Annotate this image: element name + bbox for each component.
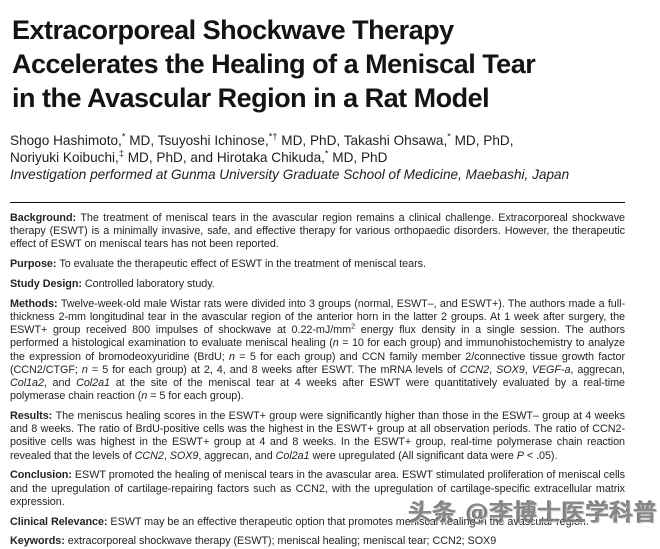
text-run: Controlled laboratory study. [84, 278, 215, 290]
paper-title-line: Accelerates the Healing of a Meniscal Te… [12, 49, 536, 79]
text-run: * [447, 131, 451, 142]
text-run: < .05). [523, 449, 558, 462]
text-run: , [163, 449, 170, 462]
section-study-design: Study Design: Controlled laboratory stud… [10, 278, 625, 291]
text-run: * [121, 131, 126, 142]
text-run: P [516, 449, 524, 462]
text-run: n [81, 363, 88, 376]
text-run: ‡ [118, 148, 124, 159]
text-run: = 5 for each group). [147, 390, 244, 403]
text-run: = 5 for each group) and CCN family membe… [10, 350, 625, 376]
text-run: MD, PhD, and Hirotaka Chikuda, [123, 150, 325, 165]
section-purpose: Purpose: To evaluate the therapeutic eff… [10, 258, 625, 271]
text-run: at the site of the meniscal tear at 4 we… [10, 377, 625, 403]
text-run: were upregulated (All significant data w… [309, 449, 517, 462]
paper-title: Extracorporeal Shockwave Therapy Acceler… [12, 13, 656, 115]
text-run: extracorporeal shockwave therapy (ESWT);… [67, 535, 497, 548]
text-run: SOX9 [169, 449, 199, 462]
text-run: VEGF-a [531, 363, 571, 376]
text-run: MD, PhD [328, 150, 388, 165]
text-run: Results: [10, 410, 56, 423]
text-run: Conclusion: [10, 469, 75, 482]
text-run: Methods: [10, 297, 61, 310]
text-run: To evaluate the therapeutic effect of ES… [59, 258, 426, 271]
paper-title-line: in the Avascular Region in a Rat Model [12, 83, 490, 113]
text-run: = 10 for each group) and immunohistochem… [10, 337, 625, 363]
section-results: Results: The meniscus healing scores in … [10, 410, 625, 463]
text-run: Study Design: [10, 278, 85, 290]
text-run: , and [43, 377, 77, 390]
text-run: The treatment of meniscal tears in the a… [10, 212, 626, 251]
text-run: n [228, 350, 235, 363]
text-run: ESWT may be an effective therapeutic opt… [110, 515, 589, 528]
watermark: 头条 @李博士医学科普 [408, 500, 658, 526]
text-run: CCN2 [459, 363, 490, 376]
text-run: energy flux density in a single session.… [10, 324, 625, 350]
text-run: Background: [10, 212, 81, 224]
section-conclusion: Conclusion: ESWT promoted the healing of… [10, 469, 625, 509]
text-run: SOX9 [496, 363, 525, 376]
text-run: CCN2 [134, 449, 164, 462]
divider [10, 202, 625, 203]
text-run: ESWT promoted the healing of meniscal te… [10, 469, 625, 508]
text-run: Col2a1 [275, 449, 310, 462]
text-run: n [332, 337, 339, 350]
text-run: , aggrecan, and [198, 449, 276, 462]
text-run: *† [268, 131, 278, 142]
text-run: The meniscus healing scores in the ESWT+… [10, 410, 625, 462]
text-run: Purpose: [10, 258, 60, 271]
author-block: Shogo Hashimoto,* MD, Tsuyoshi Ichinose,… [10, 132, 625, 166]
text-run: , [524, 363, 532, 376]
text-run: * [324, 148, 329, 159]
text-run: Noriyuki Koibuchi, [10, 150, 119, 165]
text-run: MD, PhD, Takashi Ohsawa, [277, 133, 448, 148]
text-run: Col1a2 [10, 377, 44, 390]
text-run: MD, Tsuyoshi Ichinose, [125, 133, 269, 148]
text-run: 2 [351, 321, 356, 331]
text-run: Clinical Relevance: [10, 515, 111, 528]
text-run: Keywords: [10, 535, 68, 548]
section-background: Background: The treatment of meniscal te… [10, 212, 625, 252]
text-run: MD, PhD, [450, 133, 514, 148]
text-run: n [141, 390, 148, 403]
text-run: = 5 for each group) at 2, 4, and 8 weeks… [87, 363, 460, 376]
paper-title-line: Extracorporeal Shockwave Therapy [12, 15, 454, 45]
text-run: , aggrecan, [570, 363, 625, 376]
affiliation: Investigation performed at Gunma Univers… [10, 167, 570, 182]
section-keywords: Keywords: extracorporeal shockwave thera… [10, 535, 625, 548]
author-line: Shogo Hashimoto,* MD, Tsuyoshi Ichinose,… [10, 132, 625, 149]
section-methods: Methods: Twelve-week-old male Wistar rat… [10, 298, 625, 404]
text-run: , [489, 363, 497, 376]
text-run: Shogo Hashimoto, [10, 133, 122, 148]
section-clinical-relevance: Clinical Relevance: ESWT may be an effec… [10, 516, 625, 529]
text-run: Twelve-week-old male Wistar rats were di… [10, 297, 625, 337]
author-line: Noriyuki Koibuchi,‡ MD, PhD, and Hirotak… [10, 149, 625, 166]
text-run: Col2a1 [76, 377, 111, 390]
